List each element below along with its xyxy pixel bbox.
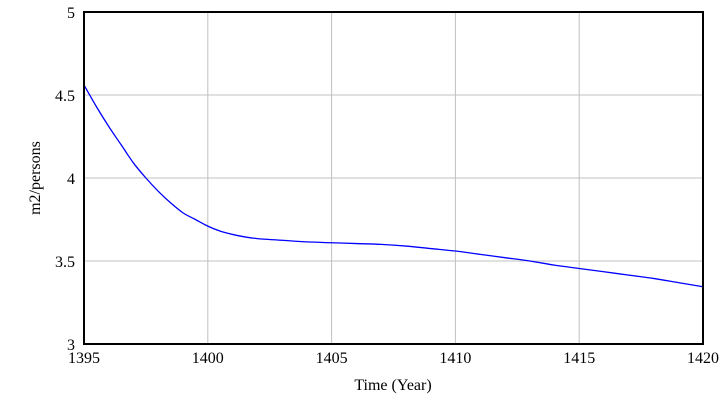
x-tick-label: 1420 xyxy=(687,350,719,367)
x-tick-label: 1395 xyxy=(68,350,100,367)
y-tick-label: 5 xyxy=(67,5,75,22)
y-tick-label: 3.5 xyxy=(55,254,75,271)
x-tick-label: 1405 xyxy=(316,350,348,367)
y-axis-label: m2/persons xyxy=(27,141,44,215)
grid xyxy=(84,12,703,344)
x-tick-label: 1415 xyxy=(563,350,595,367)
y-tick-label: 3 xyxy=(67,337,75,354)
series-lines xyxy=(83,84,704,288)
y-tick-label: 4.5 xyxy=(55,88,75,105)
plot-frame xyxy=(83,11,704,345)
x-tick-label: 1400 xyxy=(192,350,224,367)
x-tick-labels: 1395 1400 1405 1410 1415 1420 xyxy=(68,350,719,367)
x-axis-label: Time (Year) xyxy=(354,377,431,394)
y-tick-labels: 3 3.5 4 4.5 5 xyxy=(55,5,75,354)
y-tick-label: 4 xyxy=(67,171,75,188)
x-tick-label: 1410 xyxy=(439,350,471,367)
series-line xyxy=(83,84,704,288)
